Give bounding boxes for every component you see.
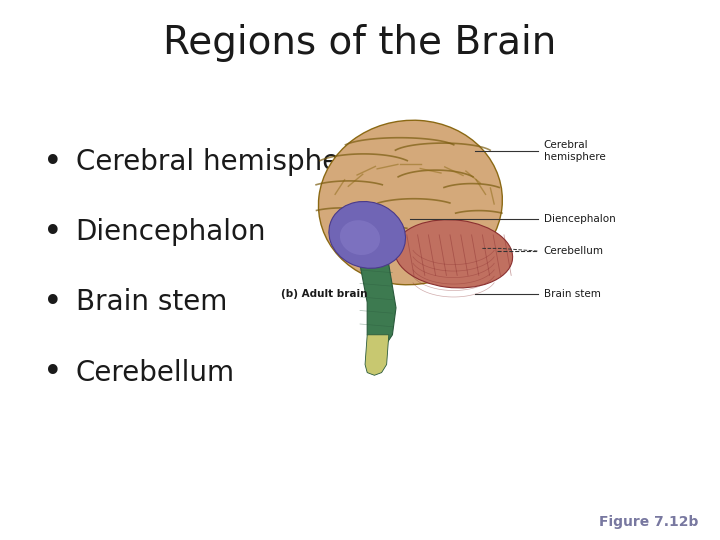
Text: Diencephalon: Diencephalon <box>76 218 266 246</box>
Text: •: • <box>43 215 63 249</box>
Text: Cerebral hemispheres: Cerebral hemispheres <box>76 148 381 176</box>
Text: •: • <box>43 356 63 389</box>
Polygon shape <box>360 248 396 346</box>
Text: Diencephalon: Diencephalon <box>544 214 616 224</box>
Text: •: • <box>43 286 63 319</box>
Ellipse shape <box>318 120 503 285</box>
Text: Cerebellum: Cerebellum <box>76 359 235 387</box>
Text: Brain stem: Brain stem <box>544 289 600 299</box>
Text: Brain stem: Brain stem <box>76 288 227 316</box>
Text: Figure 7.12b: Figure 7.12b <box>599 515 698 529</box>
Ellipse shape <box>329 201 405 268</box>
Ellipse shape <box>395 220 513 288</box>
Text: Cerebral
hemisphere: Cerebral hemisphere <box>544 140 606 162</box>
Ellipse shape <box>340 220 380 255</box>
Text: Regions of the Brain: Regions of the Brain <box>163 24 557 62</box>
Text: Cerebellum: Cerebellum <box>544 246 603 256</box>
Text: •: • <box>43 145 63 179</box>
Text: (b) Adult brain: (b) Adult brain <box>281 289 367 299</box>
Polygon shape <box>365 335 389 375</box>
